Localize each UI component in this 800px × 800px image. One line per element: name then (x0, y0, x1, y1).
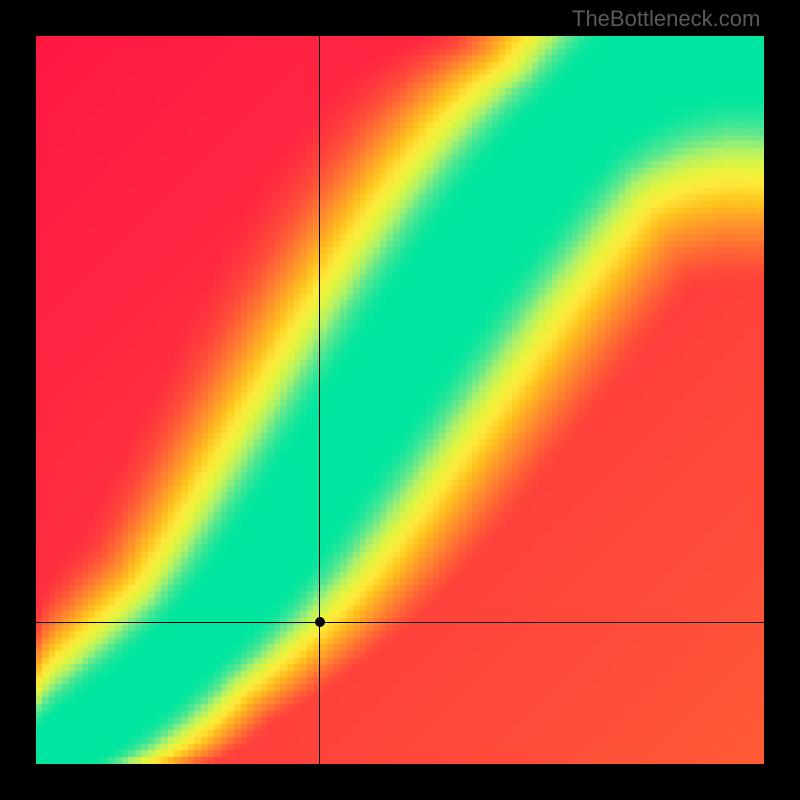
crosshair-horizontal (36, 622, 764, 623)
crosshair-marker-dot (315, 617, 325, 627)
bottleneck-heatmap (36, 36, 764, 764)
crosshair-vertical (319, 36, 320, 764)
watermark-text: TheBottleneck.com (572, 6, 760, 32)
